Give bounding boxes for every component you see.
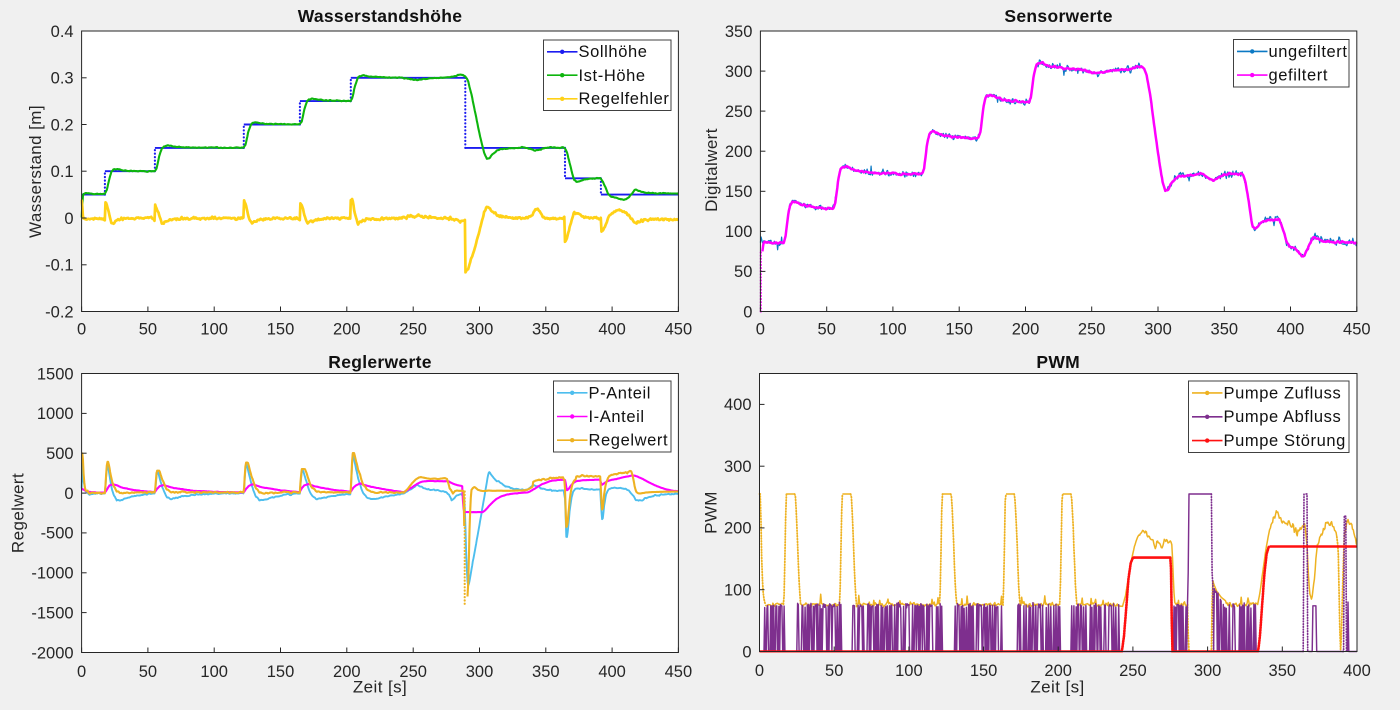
svg-text:PWM: PWM [702,491,721,534]
svg-text:250: 250 [399,663,427,681]
svg-text:0.1: 0.1 [51,163,74,181]
svg-text:50: 50 [139,321,157,339]
svg-text:100: 100 [724,582,752,600]
svg-text:50: 50 [734,263,752,281]
svg-text:Sollhöhe: Sollhöhe [579,43,648,61]
svg-text:-0.2: -0.2 [45,303,73,321]
svg-text:100: 100 [200,321,228,339]
svg-text:450: 450 [665,321,693,339]
svg-text:1500: 1500 [37,365,74,383]
svg-text:350: 350 [1269,662,1297,680]
svg-text:1000: 1000 [37,405,74,423]
svg-text:50: 50 [139,663,157,681]
svg-text:0.2: 0.2 [51,116,74,134]
svg-text:Regelwert: Regelwert [9,473,28,553]
svg-text:Reglerwerte: Reglerwerte [328,352,431,372]
svg-text:250: 250 [1078,321,1106,339]
svg-text:0: 0 [77,321,86,339]
svg-text:Regelfehler: Regelfehler [579,90,670,108]
svg-text:400: 400 [1277,321,1305,339]
svg-text:-1500: -1500 [31,604,73,622]
svg-text:300: 300 [466,321,494,339]
svg-text:Regelwert: Regelwert [589,432,669,450]
svg-text:500: 500 [46,445,74,463]
svg-text:200: 200 [725,143,753,161]
svg-text:0.4: 0.4 [51,23,74,41]
svg-text:0: 0 [742,643,751,661]
svg-text:100: 100 [895,662,923,680]
svg-text:0: 0 [743,303,752,321]
svg-text:400: 400 [598,321,626,339]
svg-text:0.3: 0.3 [51,70,74,88]
svg-text:350: 350 [1211,321,1239,339]
svg-text:350: 350 [532,663,560,681]
svg-text:200: 200 [333,321,361,339]
svg-text:0: 0 [77,663,86,681]
svg-text:250: 250 [399,321,427,339]
svg-text:150: 150 [970,662,998,680]
svg-text:Wasserstandshöhe: Wasserstandshöhe [298,6,463,26]
svg-text:300: 300 [466,663,494,681]
svg-text:200: 200 [333,663,361,681]
svg-text:Pumpe Störung: Pumpe Störung [1224,432,1346,450]
svg-text:150: 150 [945,321,973,339]
svg-text:-2000: -2000 [31,644,73,662]
svg-text:300: 300 [725,63,753,81]
svg-text:150: 150 [267,663,295,681]
svg-text:Pumpe Zufluss: Pumpe Zufluss [1224,384,1342,402]
svg-text:100: 100 [725,223,753,241]
svg-text:I-Anteil: I-Anteil [589,408,645,426]
svg-text:Sensorwerte: Sensorwerte [1004,6,1112,26]
svg-text:P-Anteil: P-Anteil [589,384,652,402]
svg-text:400: 400 [1343,662,1371,680]
svg-text:300: 300 [1144,321,1172,339]
svg-text:Zeit [s]: Zeit [s] [1030,678,1084,697]
svg-text:Pumpe Abfluss: Pumpe Abfluss [1224,408,1342,426]
svg-text:150: 150 [267,321,295,339]
svg-text:Ist-Höhe: Ist-Höhe [579,67,646,85]
svg-text:Zeit [s]: Zeit [s] [353,678,407,697]
svg-text:0: 0 [755,662,764,680]
svg-text:300: 300 [724,458,752,476]
svg-text:Digitalwert: Digitalwert [702,128,721,212]
svg-text:450: 450 [1343,321,1371,339]
svg-text:200: 200 [1012,321,1040,339]
svg-text:0: 0 [756,321,765,339]
svg-text:350: 350 [725,23,753,41]
svg-text:350: 350 [532,321,560,339]
svg-text:250: 250 [1119,662,1147,680]
svg-text:0: 0 [64,210,73,228]
svg-text:50: 50 [818,321,836,339]
svg-text:PWM: PWM [1036,352,1080,372]
svg-text:50: 50 [825,662,843,680]
svg-text:150: 150 [725,183,753,201]
svg-text:400: 400 [598,663,626,681]
svg-text:ungefiltert: ungefiltert [1269,43,1348,61]
svg-text:-500: -500 [41,525,74,543]
svg-text:-1000: -1000 [31,565,73,583]
svg-text:0: 0 [64,485,73,503]
svg-text:300: 300 [1194,662,1222,680]
svg-text:250: 250 [725,103,753,121]
svg-text:450: 450 [665,663,693,681]
svg-text:400: 400 [724,396,752,414]
svg-text:200: 200 [1044,662,1072,680]
svg-text:gefiltert: gefiltert [1269,67,1329,85]
svg-text:200: 200 [724,520,752,538]
svg-text:100: 100 [200,663,228,681]
svg-text:-0.1: -0.1 [45,257,73,275]
svg-text:100: 100 [879,321,907,339]
svg-text:Wasserstand [m]: Wasserstand [m] [26,105,45,238]
